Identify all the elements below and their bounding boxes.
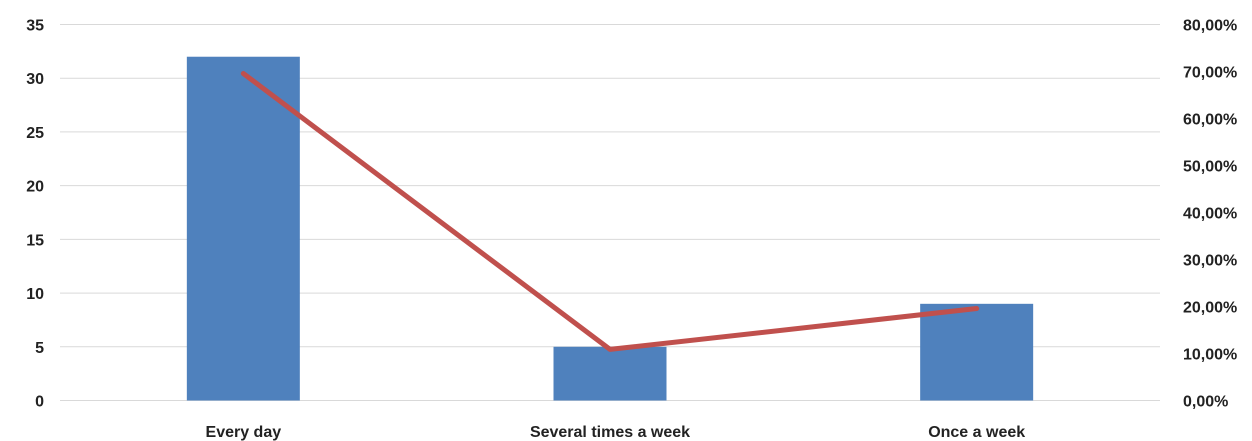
left-axis-tick-label: 10	[26, 286, 44, 303]
bar	[186, 56, 300, 401]
bar	[920, 303, 1034, 401]
category-label: Every day	[206, 424, 282, 441]
right-axis-tick-label: 80,00%	[1183, 18, 1237, 35]
bar-series	[186, 56, 1034, 401]
category-label: Several times a week	[530, 424, 690, 441]
left-axis-tick-label: 20	[26, 179, 44, 196]
left-axis-tick-label: 30	[26, 71, 44, 88]
right-axis-tick-label: 20,00%	[1183, 300, 1237, 317]
left-axis-tick-label: 35	[26, 18, 44, 35]
left-axis-ticks: 0 5 10 15 20 25 30 35	[26, 18, 44, 411]
right-axis-tick-label: 50,00%	[1183, 159, 1237, 176]
left-axis-tick-label: 15	[26, 232, 44, 249]
bar	[553, 346, 667, 401]
right-axis-tick-label: 30,00%	[1183, 253, 1237, 270]
right-axis-ticks: 0,00% 10,00% 20,00% 30,00% 40,00% 50,00% 60,00…	[1183, 18, 1237, 411]
left-axis-tick-label: 0	[35, 394, 44, 411]
right-axis-tick-label: 10,00%	[1183, 347, 1237, 364]
left-axis-tick-label: 5	[35, 340, 44, 357]
right-axis-tick-label: 60,00%	[1183, 112, 1237, 129]
right-axis-tick-label: 40,00%	[1183, 206, 1237, 223]
right-axis-tick-label: 0,00%	[1183, 394, 1228, 411]
left-axis-tick-label: 25	[26, 125, 44, 142]
line-series	[240, 71, 980, 352]
right-axis-tick-label: 70,00%	[1183, 65, 1237, 82]
line-series-path	[240, 71, 980, 352]
category-labels: Every day Several times a week Once a week	[206, 424, 1026, 441]
category-label: Once a week	[928, 424, 1025, 441]
